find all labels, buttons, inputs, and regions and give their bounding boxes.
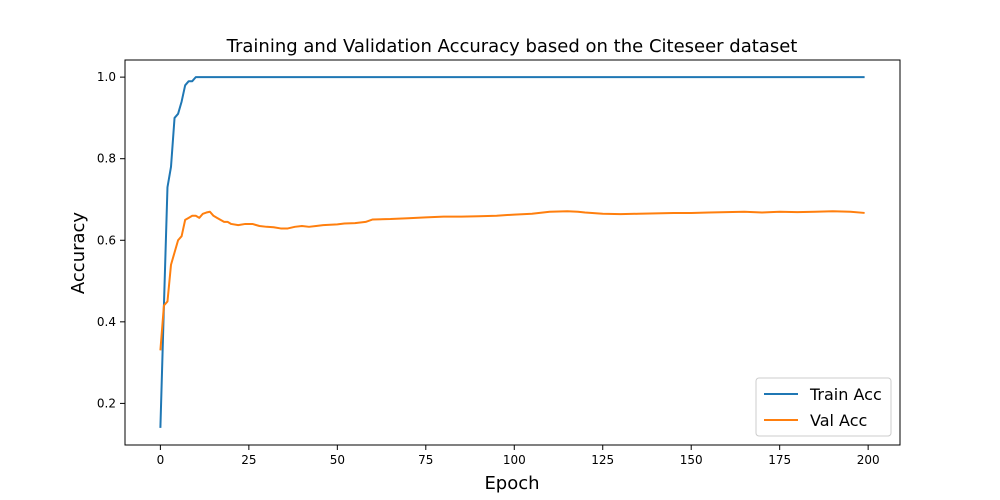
x-axis-label: Epoch (484, 473, 539, 494)
legend-label-val-acc: Val Acc (810, 411, 867, 430)
x-tick-label: 125 (591, 453, 614, 467)
series-line-val-acc (159, 210, 865, 351)
series-line-train-acc (159, 76, 865, 428)
chart-title: Training and Validation Accuracy based o… (226, 36, 798, 57)
y-tick-label: 0.4 (97, 315, 116, 329)
x-tick-label: 175 (768, 453, 791, 467)
y-tick-label: 0.6 (97, 233, 116, 247)
y-axis: 0.2 0.4 0.6 0.8 1.0 (97, 70, 125, 410)
x-tick-label: 200 (857, 453, 880, 467)
x-tick-label: 25 (241, 453, 256, 467)
x-axis: 0 25 50 75 100 125 150 175 200 (157, 445, 880, 467)
x-tick-label: 150 (680, 453, 703, 467)
x-tick-label: 75 (418, 453, 433, 467)
y-tick-label: 0.2 (97, 396, 116, 410)
y-tick-label: 0.8 (97, 152, 116, 166)
x-tick-label: 100 (503, 453, 526, 467)
x-tick-label: 0 (157, 453, 165, 467)
y-tick-label: 1.0 (97, 70, 116, 84)
plot-frame (124, 59, 901, 446)
y-axis-label: Accuracy (68, 212, 89, 295)
legend: Train Acc Val Acc (755, 377, 892, 437)
x-tick-label: 50 (330, 453, 345, 467)
legend-label-train-acc: Train Acc (809, 385, 882, 404)
legend-box (755, 377, 892, 437)
plot-area (159, 76, 865, 428)
